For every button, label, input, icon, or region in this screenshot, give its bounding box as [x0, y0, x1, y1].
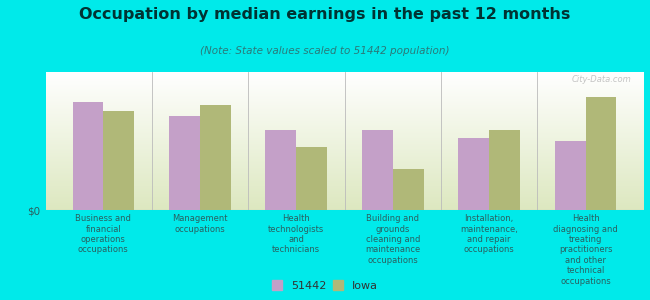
Bar	[489, 130, 520, 210]
Bar	[73, 102, 103, 210]
Bar	[296, 146, 327, 210]
Legend: 51442, Iowa: 51442, Iowa	[270, 278, 380, 293]
Bar	[200, 105, 231, 210]
Text: City-Data.com: City-Data.com	[572, 75, 632, 84]
Text: (Note: State values scaled to 51442 population): (Note: State values scaled to 51442 popu…	[200, 46, 450, 56]
Bar	[362, 130, 393, 210]
Bar	[103, 111, 135, 210]
Bar	[265, 130, 296, 210]
Bar	[554, 141, 586, 210]
Text: Occupation by median earnings in the past 12 months: Occupation by median earnings in the pas…	[79, 8, 571, 22]
Bar	[393, 169, 424, 210]
Bar	[586, 97, 616, 210]
Bar	[169, 116, 200, 210]
Bar	[458, 138, 489, 210]
